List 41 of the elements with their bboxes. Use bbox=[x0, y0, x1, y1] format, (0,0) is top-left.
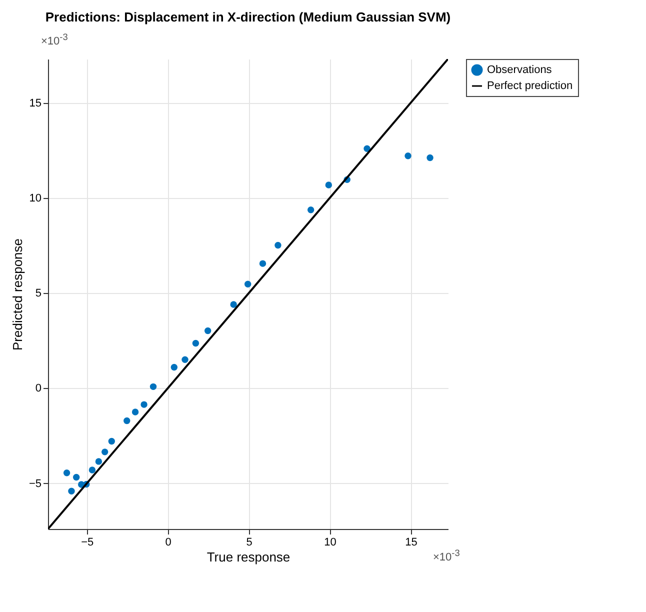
y-axis-title: Predicted response bbox=[10, 238, 25, 351]
chart-title: Predictions: Displacement in X-direction (Medium Gaussian SVM) bbox=[45, 10, 451, 24]
x-axis-title: True response bbox=[206, 550, 290, 564]
point bbox=[72, 474, 80, 481]
point bbox=[307, 206, 314, 214]
y-tick-label: −5 bbox=[28, 478, 42, 490]
x-tick-label: 0 bbox=[165, 536, 172, 548]
point bbox=[63, 470, 70, 476]
point bbox=[182, 356, 188, 363]
point bbox=[274, 242, 282, 249]
y-tick-label: 10 bbox=[29, 192, 42, 204]
point bbox=[204, 327, 212, 334]
y-tick-label: 0 bbox=[35, 382, 42, 395]
point bbox=[95, 458, 102, 465]
point bbox=[101, 448, 108, 456]
y-tick-label: 5 bbox=[35, 288, 42, 300]
point bbox=[150, 383, 157, 390]
legend-label: Perfect prediction bbox=[487, 80, 573, 92]
point bbox=[244, 280, 252, 288]
point bbox=[132, 408, 139, 416]
point bbox=[124, 417, 130, 424]
point bbox=[170, 364, 178, 371]
point bbox=[230, 301, 237, 308]
text: ×10$^{-3}$ bbox=[41, 32, 68, 48]
point bbox=[192, 340, 200, 347]
point bbox=[404, 152, 412, 160]
point bbox=[108, 438, 115, 445]
point bbox=[140, 401, 148, 408]
point bbox=[259, 260, 266, 267]
point bbox=[364, 145, 370, 152]
y-tick-label: 15 bbox=[29, 97, 42, 110]
point bbox=[88, 466, 96, 474]
point bbox=[426, 154, 434, 162]
legend-label: Observations bbox=[487, 64, 552, 76]
point bbox=[68, 488, 75, 494]
x-tick-label: 5 bbox=[246, 536, 252, 548]
point bbox=[325, 182, 332, 188]
text: ×10$^{-3}$ bbox=[433, 548, 460, 564]
x-tick-label: 15 bbox=[405, 536, 418, 548]
x-tick-label: −5 bbox=[81, 536, 94, 548]
x-tick-label: 10 bbox=[324, 536, 336, 548]
